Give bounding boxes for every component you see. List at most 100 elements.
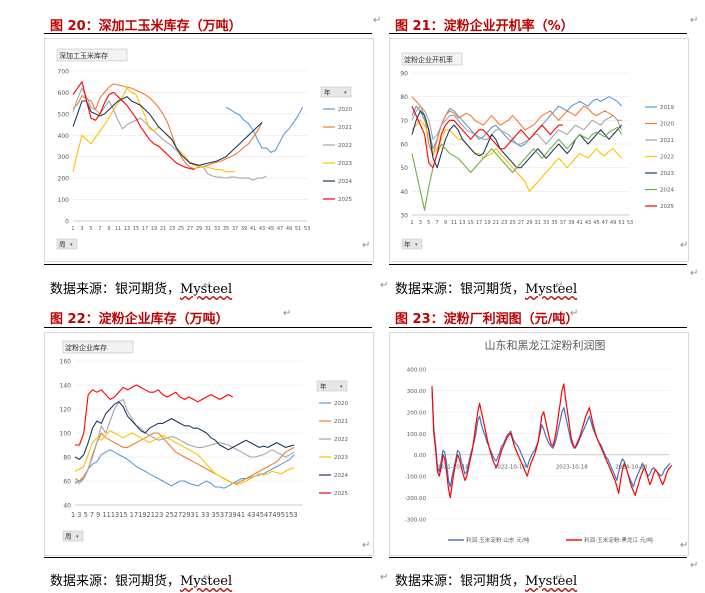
x-tick-label: 43 (259, 226, 265, 232)
y-tick-label: 600 (58, 90, 70, 97)
x-tick-label: 47 (602, 220, 608, 226)
legend-label-2022: 2022 (334, 437, 348, 443)
x-tick-label: 41 (250, 226, 256, 232)
y-tick-label: 300.00 (407, 389, 427, 395)
caption-fig23: 图 23：淀粉厂利润图（元/吨） (395, 312, 579, 327)
x-tick-label: 2022-10-18 (494, 465, 526, 471)
x-tick-label: 51 (618, 220, 624, 226)
y-tick-label: 40 (400, 189, 408, 196)
legend-label-2022: 2022 (660, 155, 674, 161)
y-tick-label: 50 (400, 165, 408, 172)
series-line-2022 (411, 119, 623, 192)
legend-label-2020: 2020 (338, 107, 352, 113)
x-tick-label: 39 (241, 226, 247, 232)
y-tick-label: 500 (58, 111, 70, 118)
chart-title-box (56, 48, 128, 62)
y-tick-label: 100 (58, 197, 70, 204)
x-tick-label: 2023-10-18 (556, 465, 588, 471)
chart-panel-starch-operating-rate: 淀粉企业开机率 30 40 50 60 70 80 90 1 3 5 7 9 11 13 15 17 19 21 23… (389, 38, 689, 262)
x-tick-label: 5 (427, 220, 430, 226)
legend-label-2021: 2021 (338, 125, 352, 131)
x-tick-label: 51 (295, 226, 301, 232)
x-tick-label: 27 (518, 220, 524, 226)
return-mark: ↵ (680, 240, 689, 251)
return-mark: ↵ (570, 308, 579, 319)
y-tick-label: 400.00 (407, 368, 427, 374)
x-tick-label: 53 (304, 226, 310, 232)
chart-title: 山东和黑龙江淀粉利润图 (485, 338, 606, 352)
series-line-2025 (411, 105, 563, 169)
x-tick-label: 2021-10-18 (437, 465, 469, 471)
y-tick-label: 200.00 (407, 410, 427, 416)
x-tick-label: 33 (214, 226, 220, 232)
legend-label: 利润:玉米淀粉:山东 元/吨 (466, 536, 530, 544)
x-tick-label: 31 (535, 220, 541, 226)
return-mark: ↵ (555, 280, 564, 291)
chart-starch-inventory: 淀粉企业库存 40 60 80 100 120 140 160 1 3 5 7 9 111315… (60, 340, 348, 542)
legend-field-button (320, 86, 352, 98)
x-tick-label: 49 (610, 220, 616, 226)
legend-label-2019: 2019 (660, 105, 674, 111)
y-tick-label: 160 (60, 359, 72, 366)
x-tick-label: 9 (107, 226, 110, 232)
x-tick-label: 45 (593, 220, 599, 226)
return-mark: ↵ (555, 572, 564, 583)
x-tick-label: 5 (89, 226, 92, 232)
y-tick-label: 0.00 (414, 453, 427, 459)
x-tick-label: 11 (115, 226, 121, 232)
legend-label-2023: 2023 (338, 161, 352, 167)
legend-label-2024: 2024 (338, 179, 352, 185)
x-tick-label: 37 (232, 226, 238, 232)
series-line-2023 (74, 430, 295, 486)
series-line-2024 (72, 96, 263, 166)
x-tick-label: 27 (187, 226, 193, 232)
x-tick-label: 41 (577, 220, 583, 226)
x-tick-label: 19 (151, 226, 157, 232)
y-tick-label: 100 (60, 431, 72, 438)
filter-icon: ▾ (344, 90, 347, 96)
x-tick-label: 35 (551, 220, 557, 226)
chart-title: 深加工玉米库存 (59, 51, 108, 60)
series-line (431, 383, 673, 499)
return-mark: ↵ (690, 268, 699, 279)
legend-label-2025: 2025 (660, 204, 674, 210)
x-tick-label: 47 (277, 226, 283, 232)
x-tick-label: 15 (133, 226, 139, 232)
axis-field-label: 周 (65, 533, 72, 541)
series-line-2025 (75, 384, 234, 446)
y-tick-label: 60 (63, 479, 71, 486)
y-tick-label: -300.00 (405, 518, 427, 524)
source-note: 数据来源：银河期货，Mysteel (395, 574, 578, 589)
x-tick-label: 49 (286, 226, 292, 232)
y-tick-label: 70 (400, 118, 408, 125)
x-tick-label: 25 (509, 220, 515, 226)
x-tick-label: 31 (205, 226, 211, 232)
return-mark: ↵ (380, 280, 389, 291)
return-mark: ↵ (380, 572, 389, 583)
chart-title: 淀粉企业开机率 (404, 55, 453, 64)
legend-label-2020: 2020 (660, 122, 674, 128)
chart-panel-starch-profit: 山东和黑龙江淀粉利润图 400.00 300.00 200.00 100.00 0.00 -… (389, 332, 689, 556)
x-tick-label: 1 (410, 220, 413, 226)
return-mark: ↵ (203, 280, 212, 291)
x-tick-label: 1 (71, 226, 74, 232)
x-tick-label: 19 (484, 220, 490, 226)
axis-field-label: 周 (59, 241, 66, 249)
series-line-2023 (72, 87, 235, 173)
x-tick-label: 11 (451, 220, 457, 226)
series-line-2024 (411, 126, 623, 211)
return-mark: ↵ (283, 308, 292, 319)
y-tick-label: 40 (63, 503, 71, 510)
x-tick-label: 39 (568, 220, 574, 226)
chart-title-box (401, 52, 463, 66)
source-note: 数据来源：银河期货，Mysteel (395, 282, 578, 297)
return-mark: ↵ (373, 15, 382, 26)
y-tick-label: 60 (400, 142, 408, 149)
y-tick-label: 0 (65, 219, 69, 226)
x-tick-label: 15 (468, 220, 474, 226)
x-tick-label: 2024-10-18 (615, 465, 647, 471)
return-mark: ↵ (362, 240, 371, 251)
y-tick-label: -100.00 (405, 475, 427, 481)
legend-label: 利润:玉米淀粉:黑龙江 元/吨 (584, 536, 653, 544)
series-line (431, 390, 671, 488)
